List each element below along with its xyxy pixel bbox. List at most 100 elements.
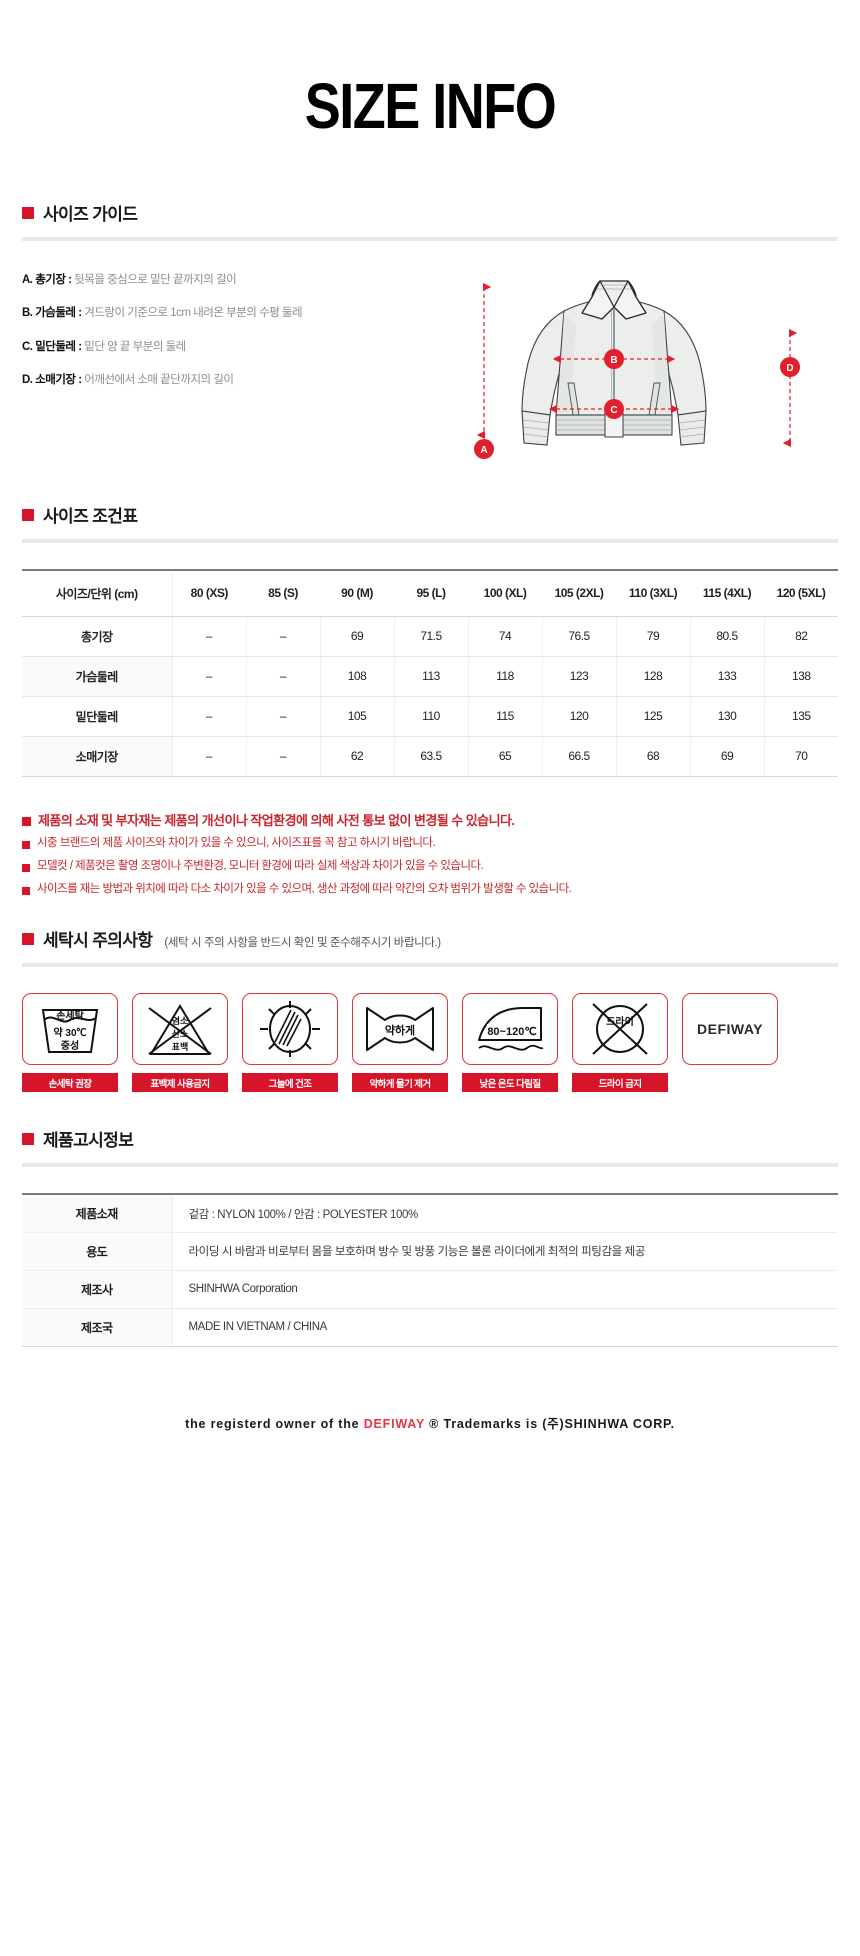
cell: 135 (764, 696, 838, 737)
cell: 130 (690, 696, 765, 737)
table-row: 밑단둘레 – – 105 110 115 120 125 130 135 (22, 696, 838, 737)
svg-text:표백: 표백 (172, 1041, 189, 1052)
marker-d-badge (780, 357, 800, 377)
row-label: 제품소재 (22, 1193, 173, 1233)
care-item-no-bleach: 염소 산소 표백 표백제 사용금지 (132, 993, 228, 1093)
no-bleach-icon: 염소 산소 표백 (148, 1004, 212, 1056)
table-row: 제품소재 겉감 : NYLON 100% / 안감 : POLYESTER 10… (22, 1193, 838, 1233)
cell: 65 (468, 736, 543, 777)
size-guide-item-d: D. 소매기장 : 어깨선에서 소매 끝단까지의 길이 (22, 373, 442, 387)
size-guide-list: A. 총기장 : 뒷목을 중심으로 밑단 끝까지의 길이 B. 가슴둘레 : 겨… (22, 263, 442, 478)
note-item: 모델컷 / 제품컷은 촬영 조명이나 주변환경, 모니터 환경에 따라 실제 색… (22, 860, 838, 874)
care-heading: 세탁시 주의사항 (세탁 시 주의 사항을 반드시 확인 및 준수해주시기 바랍… (0, 926, 860, 951)
footer-prefix: the registerd owner of the (185, 1416, 364, 1431)
care-item-label: 낮은 온도 다림질 (462, 1073, 558, 1093)
col-header-9: 120 (5XL) (764, 569, 838, 617)
cell: 123 (542, 656, 617, 697)
table-row: 가슴둘레 – – 108 113 118 123 128 133 138 (22, 656, 838, 697)
product-info-heading: 제품고시정보 (0, 1126, 860, 1151)
table-row: 용도 라이딩 시 바람과 비로부터 몸을 보호하며 방수 및 방풍 기능은 볼론… (22, 1232, 838, 1271)
cell: 71.5 (394, 616, 469, 657)
marker-c-label: C (610, 405, 617, 416)
cell: – (172, 696, 247, 737)
size-table-head: 사이즈/단위 (cm) 80 (XS) 85 (S) 90 (M) 95 (L)… (22, 569, 838, 617)
cell: 79 (616, 616, 691, 657)
care-icon-box: 염소 산소 표백 (132, 993, 228, 1066)
care-section: 세탁시 주의사항 (세탁 시 주의 사항을 반드시 확인 및 준수해주시기 바랍… (0, 926, 860, 1093)
size-guide-item-a-key: A. 총기장 : (22, 274, 72, 286)
svg-text:약 30℃: 약 30℃ (53, 1026, 86, 1039)
red-square-icon (22, 1133, 34, 1146)
product-info-wrap: 제품소재 겉감 : NYLON 100% / 안감 : POLYESTER 10… (0, 1193, 860, 1347)
size-guide-heading-label: 사이즈 가이드 (43, 205, 138, 224)
row-label: 가슴둘레 (22, 656, 173, 697)
table-row: 제조국 MADE IN VIETNAM / CHINA (22, 1308, 838, 1347)
cell: – (246, 736, 321, 777)
red-square-icon (22, 886, 30, 895)
jacket-diagram: A D B C (442, 263, 838, 478)
size-guide-item-a-value: 뒷목을 중심으로 밑단 끝까지의 길이 (74, 274, 237, 286)
divider (22, 539, 838, 543)
footer-brand: DEFIWAY (363, 1416, 425, 1431)
low-heat-iron-icon: 80~120℃ (478, 1007, 544, 1052)
hand-wash-icon: 손세탁 약 30℃ 중성 (41, 1009, 99, 1054)
size-guide-item-c-key: C. 밑단둘레 : (22, 340, 82, 353)
marker-a-label: A (480, 445, 487, 456)
cell: – (172, 616, 247, 657)
footer-suffix: ® Trademarks is (주)SHINHWA CORP. (424, 1416, 675, 1431)
cell: 62 (320, 736, 395, 777)
marker-b-badge (604, 349, 624, 369)
red-square-icon (22, 816, 31, 826)
cell: – (246, 616, 321, 657)
cell: – (246, 656, 321, 697)
red-square-icon (22, 207, 34, 219)
care-heading-sub: (세탁 시 주의 사항을 반드시 확인 및 준수해주시기 바랍니다.) (164, 937, 441, 950)
divider (22, 1163, 838, 1168)
care-item-label: 표백제 사용금지 (132, 1073, 228, 1093)
care-item-brand: DEFIWAY (682, 993, 778, 1066)
col-header-3: 90 (M) (320, 569, 394, 617)
col-header-1: 80 (XS) (172, 569, 246, 617)
cell: 108 (320, 656, 395, 697)
size-table: 사이즈/단위 (cm) 80 (XS) 85 (S) 90 (M) 95 (L)… (22, 569, 838, 777)
note-text: 제품의 소재 및 부자재는 제품의 개선이나 작업환경에 의해 사전 통보 없이… (38, 812, 515, 828)
care-item-no-dry-clean: 드라이 드라이 금지 (572, 993, 668, 1093)
divider (22, 237, 838, 241)
cell: 74 (468, 616, 543, 657)
note-item: 시중 브랜드의 제품 사이즈와 차이가 있을 수 있으니, 사이즈표를 꼭 참고… (22, 837, 838, 851)
notes-list: 제품의 소재 및 부자재는 제품의 개선이나 작업환경에 의해 사전 통보 없이… (0, 813, 860, 897)
size-guide-heading: 사이즈 가이드 (0, 200, 860, 225)
brand-logo: DEFIWAY (697, 1021, 763, 1038)
size-guide-item-d-value: 어깨선에서 소매 끝단까지의 길이 (84, 374, 234, 387)
brand-logo-box: DEFIWAY (682, 993, 778, 1066)
size-guide-item-a: A. 총기장 : 뒷목을 중심으로 밑단 끝까지의 길이 (22, 273, 442, 287)
row-label: 용도 (22, 1232, 173, 1271)
care-icon-box: 드라이 (572, 993, 668, 1066)
jacket-diagram-svg: A D B C (474, 280, 800, 459)
svg-text:염소: 염소 (172, 1015, 189, 1026)
red-square-icon (22, 841, 30, 850)
cell: 133 (690, 656, 765, 697)
cell: – (172, 656, 247, 697)
row-label: 밑단둘레 (22, 696, 173, 737)
cell: 118 (468, 656, 543, 697)
svg-text:손세탁: 손세탁 (56, 1009, 84, 1022)
cell: 63.5 (394, 736, 469, 777)
marker-c-badge (604, 399, 624, 419)
table-row: 제조사 SHINHWA Corporation (22, 1270, 838, 1309)
size-guide-item-b-value: 겨드랑이 기준으로 1cm 내려온 부분의 수평 둘레 (84, 307, 303, 320)
red-square-icon (22, 509, 34, 521)
size-table-heading: 사이즈 조건표 (0, 502, 860, 527)
care-icon-row: 손세탁 약 30℃ 중성 손세탁 권장 염소 산소 표백 (0, 967, 860, 1093)
dry-in-shade-icon (260, 1001, 320, 1058)
col-header-0: 사이즈/단위 (cm) (22, 569, 173, 617)
svg-text:산소: 산소 (172, 1028, 189, 1039)
row-value: MADE IN VIETNAM / CHINA (172, 1308, 838, 1347)
cell: 125 (616, 696, 691, 737)
note-text: 모델컷 / 제품컷은 촬영 조명이나 주변환경, 모니터 환경에 따라 실제 색… (37, 859, 484, 872)
size-guide-item-d-key: D. 소매기장 : (22, 374, 82, 387)
care-item-label: 약하게 물기 제거 (352, 1073, 448, 1093)
size-table-wrap: 사이즈/단위 (cm) 80 (XS) 85 (S) 90 (M) 95 (L)… (0, 569, 860, 777)
cell: 82 (764, 616, 838, 657)
no-dry-clean-icon: 드라이 (592, 1003, 648, 1056)
